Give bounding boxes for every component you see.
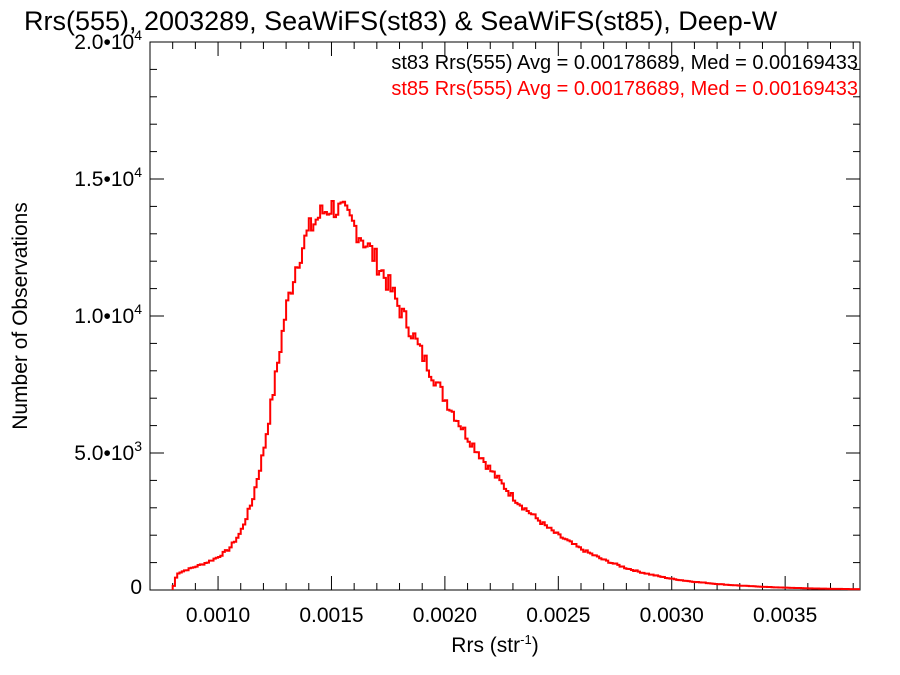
y-tick-label: 1.5•104 xyxy=(74,164,142,191)
y-axis-label: Number of Observations xyxy=(9,202,32,430)
x-tick-label: 0.0015 xyxy=(299,604,363,627)
x-tick-label: 0.0035 xyxy=(753,604,817,627)
annotation-st85: st85 Rrs(555) Avg = 0.00178689, Med = 0.… xyxy=(391,78,858,100)
y-tick-label: 2.0•104 xyxy=(74,27,142,54)
x-axis-label: Rrs (str-1) xyxy=(451,632,538,657)
y-tick-label: 5.0•103 xyxy=(74,438,142,465)
x-tick-label: 0.0010 xyxy=(186,604,250,627)
y-tick-label: 0 xyxy=(130,576,142,599)
x-tick-label: 0.0020 xyxy=(413,604,477,627)
annotation-st83: st83 Rrs(555) Avg = 0.00178689, Med = 0.… xyxy=(391,52,858,74)
x-tick-label: 0.0030 xyxy=(640,604,704,627)
axis-ticks: 0.0010 0.0015 0.0020 0.0025 0.0030 0.0035 0 5.0… xyxy=(74,27,860,627)
y-tick-label: 1.0•104 xyxy=(74,301,142,328)
chart-title: Rrs(555), 2003289, SeaWiFS(st83) & SeaWi… xyxy=(24,6,778,36)
series-st85-line xyxy=(171,199,860,591)
plot-frame xyxy=(149,41,861,591)
x-tick-label: 0.0025 xyxy=(526,604,590,627)
